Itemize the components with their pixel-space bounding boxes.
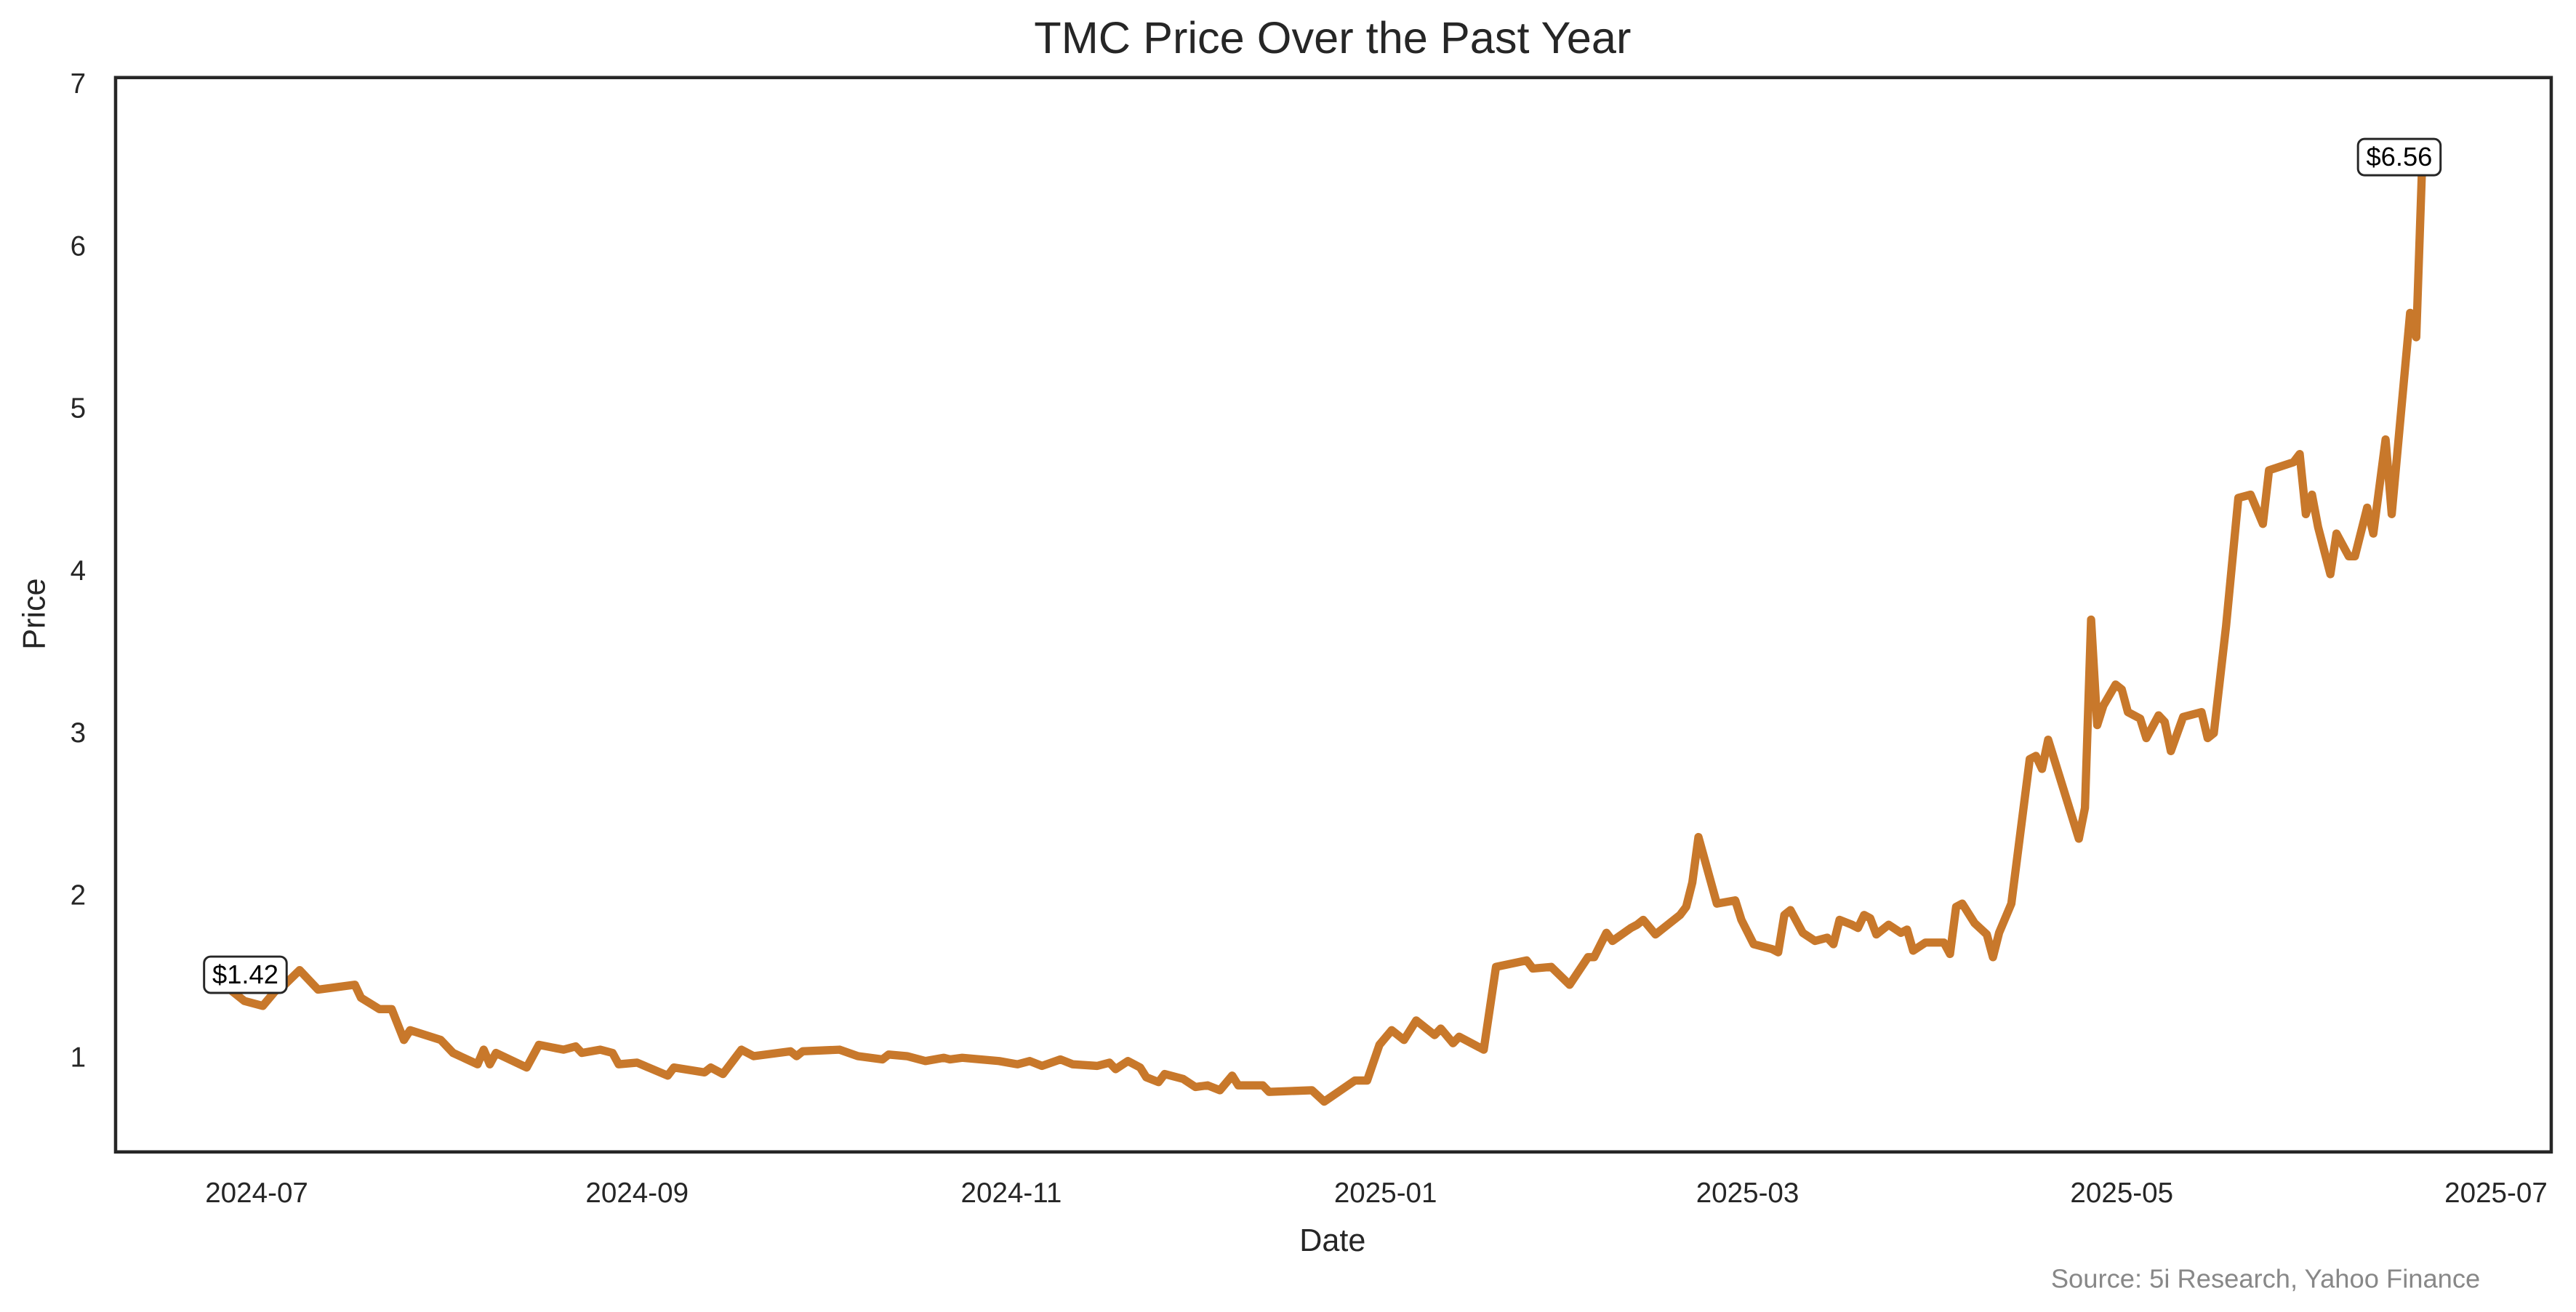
y-tick-label: 1 bbox=[71, 1042, 86, 1074]
annotation-box bbox=[203, 955, 288, 994]
x-tick-label: 2024-09 bbox=[585, 1178, 689, 1209]
source-note: Source: 5i Research, Yahoo Finance bbox=[2051, 1263, 2480, 1293]
y-axis-label: Price bbox=[17, 578, 52, 649]
price-line bbox=[228, 153, 2427, 1106]
x-axis-label: Date bbox=[1299, 1223, 1365, 1258]
y-tick-label: 5 bbox=[71, 393, 86, 424]
annotation-box bbox=[2356, 137, 2442, 177]
y-tick-label: 7 bbox=[71, 68, 86, 100]
y-tick-label: 6 bbox=[71, 230, 86, 262]
x-tick-label: 2025-01 bbox=[1334, 1178, 1437, 1209]
x-tick-label: 2025-05 bbox=[2070, 1178, 2173, 1209]
x-tick-label: 2024-11 bbox=[961, 1178, 1062, 1209]
x-tick-label: 2025-03 bbox=[1696, 1178, 1799, 1209]
annotation-label: $6.56 bbox=[2366, 142, 2432, 172]
annotation-label: $1.42 bbox=[212, 959, 278, 989]
y-tick-label: 4 bbox=[71, 555, 86, 587]
y-tick-label: 2 bbox=[71, 880, 86, 911]
x-tick-label: 2025-07 bbox=[2444, 1178, 2548, 1209]
plot-frame bbox=[113, 76, 2553, 1154]
y-tick-label: 3 bbox=[71, 717, 86, 749]
chart-title: TMC Price Over the Past Year bbox=[1034, 12, 1631, 63]
x-tick-label: 2024-07 bbox=[205, 1178, 308, 1209]
